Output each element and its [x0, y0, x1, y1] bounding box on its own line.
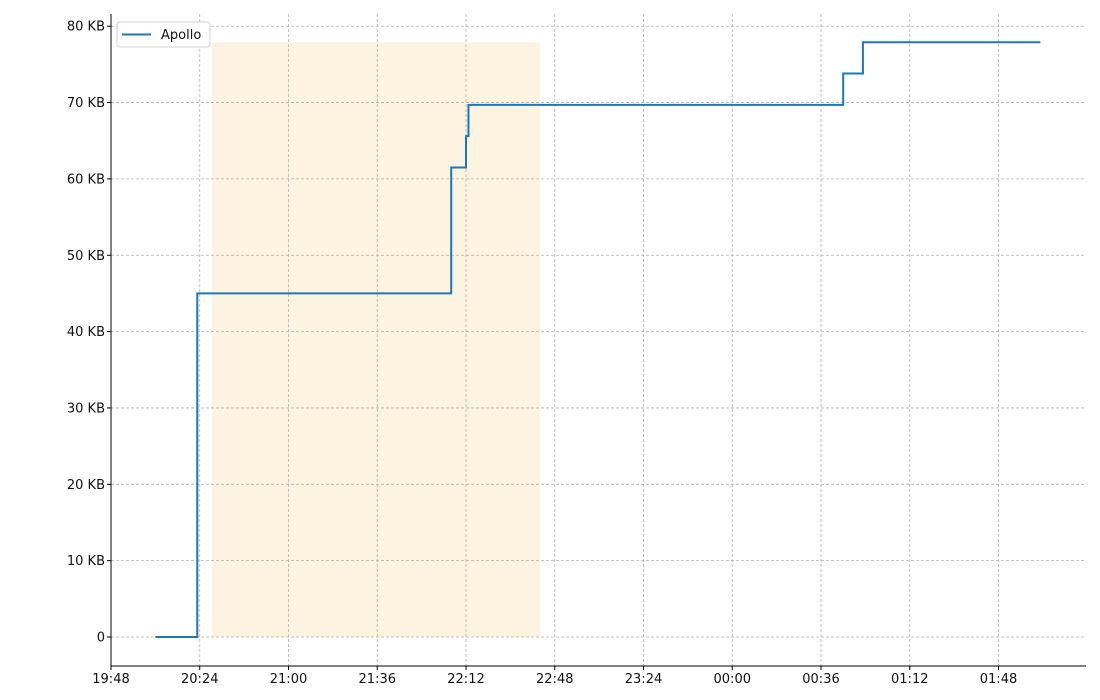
- x-tick-label: 23:24: [625, 672, 662, 687]
- y-tick-label: 50 KB: [67, 249, 105, 264]
- grid-layer: [110, 14, 1086, 666]
- y-tick-label: 70 KB: [67, 96, 105, 111]
- series-layer: [155, 41, 1041, 638]
- x-tick-label: 00:00: [714, 672, 751, 687]
- x-tick-label: 01:12: [891, 672, 928, 687]
- tick-layer: 19:48 20:24 21:00 21:36 22:12 22:48 23:24 00:00…: [67, 20, 1017, 687]
- legend-box: [116, 21, 211, 48]
- x-tick-label: 21:00: [270, 672, 307, 687]
- y-tick-label: 30 KB: [67, 401, 105, 416]
- y-tick-label: 60 KB: [67, 172, 105, 187]
- x-tick-label: 21:36: [359, 672, 396, 687]
- x-tick-label: 22:12: [447, 672, 484, 687]
- x-tick-label: 00:36: [802, 672, 839, 687]
- x-tick-label: 20:24: [181, 672, 218, 687]
- y-tick-label: 0: [97, 630, 105, 645]
- axes-layer: [110, 14, 1086, 667]
- legend-label: Apollo: [161, 28, 201, 43]
- y-tick-label: 10 KB: [67, 554, 105, 569]
- x-tick-label: 22:48: [536, 672, 573, 687]
- series-line-apollo: [155, 41, 1041, 638]
- highlight-span-layer: [212, 42, 540, 637]
- x-tick-label: 01:48: [980, 672, 1017, 687]
- x-tick-label: 19:48: [92, 672, 129, 687]
- y-tick-label: 20 KB: [67, 478, 105, 493]
- y-tick-label: 80 KB: [67, 20, 105, 35]
- legend: Apollo: [116, 21, 211, 48]
- highlight-span: [212, 42, 540, 637]
- y-tick-label: 40 KB: [67, 325, 105, 340]
